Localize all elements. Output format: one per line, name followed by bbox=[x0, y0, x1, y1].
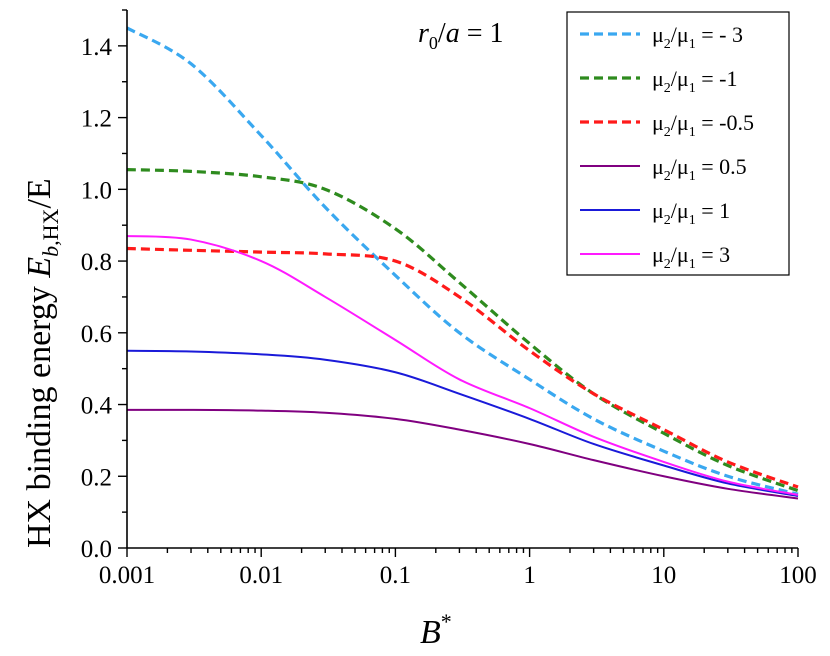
y-tick-label: 1.4 bbox=[81, 34, 113, 61]
y-tick-label: 0.2 bbox=[81, 464, 112, 491]
series-line-6 bbox=[126, 234, 799, 496]
y-tick-label: 0.8 bbox=[81, 249, 112, 276]
x-tick-label: 0.001 bbox=[99, 562, 155, 589]
legend-label-4: μ2/μ1 = 0.5 bbox=[652, 154, 747, 184]
legend-label-6: μ2/μ1 = 3 bbox=[652, 242, 730, 272]
series-line-2 bbox=[126, 168, 799, 493]
x-tick-label: 100 bbox=[779, 562, 817, 589]
y-tick-label: 0.0 bbox=[81, 536, 112, 563]
x-tick-label: 0.1 bbox=[380, 562, 411, 589]
legend-label-5: μ2/μ1 = 1 bbox=[652, 198, 730, 228]
axes-layer bbox=[126, 10, 798, 549]
legend-label-1: μ2/μ1 = - 3 bbox=[652, 22, 743, 52]
x-axis-label: B* bbox=[420, 609, 452, 651]
legend: μ2/μ1 = - 3 μ2/μ1 = -1 μ2/μ1 = -0.5 μ2/μ1 =… bbox=[566, 11, 790, 276]
series-line-5 bbox=[126, 349, 799, 497]
x-tick-label: 1 bbox=[523, 562, 536, 589]
legend-box bbox=[566, 11, 790, 276]
legend-label-3: μ2/μ1 = -0.5 bbox=[652, 110, 754, 140]
y-tick-label: 1.0 bbox=[81, 177, 112, 204]
series-line-3 bbox=[126, 246, 799, 489]
legend-label-2: μ2/μ1 = -1 bbox=[652, 66, 737, 96]
series-layer bbox=[126, 26, 799, 500]
x-tick-label: 0.01 bbox=[239, 562, 283, 589]
series-line-1 bbox=[126, 26, 799, 496]
y-tick-label: 1.2 bbox=[81, 106, 112, 133]
ticks-layer: 0.001 0.01 0.1 1 10 100 0.0 0.2 0.4 0.6 0.8 1.0 1.2 1… bbox=[81, 9, 817, 589]
y-axis-label: HX binding energy Eb,HX/E bbox=[21, 178, 63, 548]
y-tick-label: 0.6 bbox=[81, 321, 112, 348]
x-tick-label: 10 bbox=[651, 562, 676, 589]
y-tick-label: 0.4 bbox=[81, 393, 113, 420]
series-line-4 bbox=[126, 408, 799, 500]
annotation: r0/a = 1 bbox=[418, 18, 503, 53]
